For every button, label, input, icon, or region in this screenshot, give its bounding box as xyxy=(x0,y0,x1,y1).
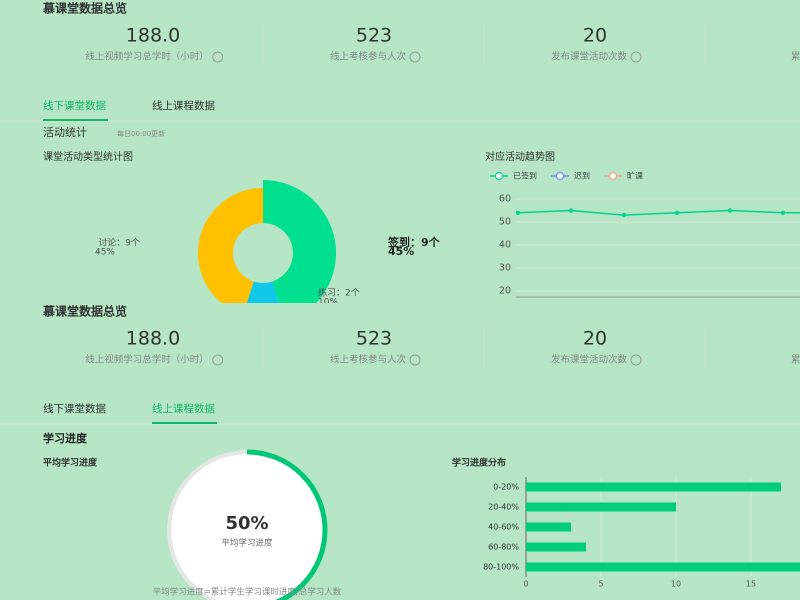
panel-title: 慕课堂数据总览 xyxy=(42,1,127,16)
stat-label: 线上视频学习总学时（小时） xyxy=(85,354,209,366)
offline-panel: 慕课堂数据总览 188.0 线上视频学习总学时（小时） 523 线上考核参与人次 20 发布… xyxy=(0,1,800,308)
tab[interactable]: 线下课堂数据 xyxy=(43,402,106,415)
stat-label: 发布课堂活动次数 xyxy=(551,354,628,366)
slice-label: 练习：2个 xyxy=(318,287,360,299)
y-tick-label: 60 xyxy=(499,194,511,205)
trend-point xyxy=(727,208,733,213)
online-panel: 慕课堂数据总览 188.0 线上视频学习总学时（小时） 523 线上考核参与人次 20 发布… xyxy=(0,304,800,600)
legend-label: 迟到 xyxy=(574,172,590,181)
x-tick-label: 0 xyxy=(523,580,528,589)
y-tick-label: 60-80% xyxy=(488,543,519,552)
slice-percent: 45% xyxy=(95,248,115,258)
chart-title: 平均学习进度 xyxy=(43,457,98,469)
help-icon xyxy=(630,354,642,366)
pie-slice xyxy=(246,281,280,303)
help-icon xyxy=(409,354,421,366)
legend-marker xyxy=(494,171,504,181)
bar xyxy=(526,542,586,552)
trend-point xyxy=(780,210,786,215)
y-tick-label: 40 xyxy=(499,240,511,251)
y-tick-label: 80-100% xyxy=(483,563,519,572)
trend-point xyxy=(515,210,521,215)
y-tick-label: 50 xyxy=(499,217,511,228)
help-icon xyxy=(212,51,224,63)
stat-label: 线上考核参与人次 xyxy=(330,354,407,366)
legend-label: 已签到 xyxy=(513,171,537,181)
bar xyxy=(526,502,676,512)
x-tick-label: 5 xyxy=(598,580,603,589)
stat-label: 线上视频学习总学时（小时） xyxy=(85,51,209,63)
slice-label: 讨论：9个 xyxy=(98,237,140,249)
x-tick-label: 15 xyxy=(746,580,756,589)
x-tick-label: 10 xyxy=(671,580,681,589)
stat-value: 523 xyxy=(356,328,392,350)
stat-label: 线上考核参与人次 xyxy=(330,51,407,63)
gauge-face xyxy=(171,454,323,600)
gauge-value: 50% xyxy=(225,513,268,534)
stat-value: 188.0 xyxy=(126,328,180,350)
pie-slice xyxy=(198,188,263,303)
y-tick-label: 20-40% xyxy=(488,503,519,512)
slice-percent: 45% xyxy=(388,245,414,258)
trend-point xyxy=(568,208,574,213)
stat-value: 20 xyxy=(583,328,607,350)
slice-label: 签到：9个 xyxy=(387,235,441,249)
legend-label: 旷课 xyxy=(627,171,643,181)
legend-marker xyxy=(555,171,565,181)
tab[interactable]: 线下课堂数据 xyxy=(43,99,106,112)
gauge-formula: 平均学习进度=累计学生学习课时进度/总学习人数 xyxy=(153,587,342,598)
help-icon xyxy=(212,354,224,366)
trend-point xyxy=(621,212,627,218)
legend-marker xyxy=(608,171,618,181)
slice-percent: 10% xyxy=(318,298,338,308)
trend-point xyxy=(674,210,680,215)
help-icon xyxy=(409,51,421,63)
bar xyxy=(526,562,800,572)
chart-title: 学习进度分布 xyxy=(452,457,506,469)
trend-line xyxy=(517,209,800,216)
chart-title: 课堂活动类型统计图 xyxy=(43,150,133,163)
stat-label: 累计课堂 xyxy=(791,51,800,63)
section-title: 学习进度 xyxy=(43,431,88,445)
stat-value: 188.0 xyxy=(126,25,180,47)
stat-value: 523 xyxy=(356,25,392,47)
tab[interactable]: 线上课程数据 xyxy=(152,402,215,415)
stat-label: 发布课堂活动次数 xyxy=(551,51,628,63)
bar xyxy=(526,482,781,492)
section-note: 每日00:00更新 xyxy=(117,129,165,138)
stat-label: 累计课堂 xyxy=(791,354,800,366)
panel-title: 慕课堂数据总览 xyxy=(42,304,127,319)
y-tick-label: 40-60% xyxy=(488,523,519,532)
gauge-caption: 平均学习进度 xyxy=(221,538,273,549)
y-tick-label: 20 xyxy=(499,286,511,297)
section-title: 活动统计 xyxy=(43,126,87,139)
tab[interactable]: 线上课程数据 xyxy=(152,99,215,112)
help-icon xyxy=(630,51,642,63)
pie-slice xyxy=(263,180,336,303)
chart-title: 对应活动趋势图 xyxy=(485,150,555,163)
y-tick-label: 30 xyxy=(499,263,511,274)
bar xyxy=(526,522,571,532)
y-tick-label: 0-20% xyxy=(493,483,519,492)
stat-value: 20 xyxy=(583,25,607,47)
